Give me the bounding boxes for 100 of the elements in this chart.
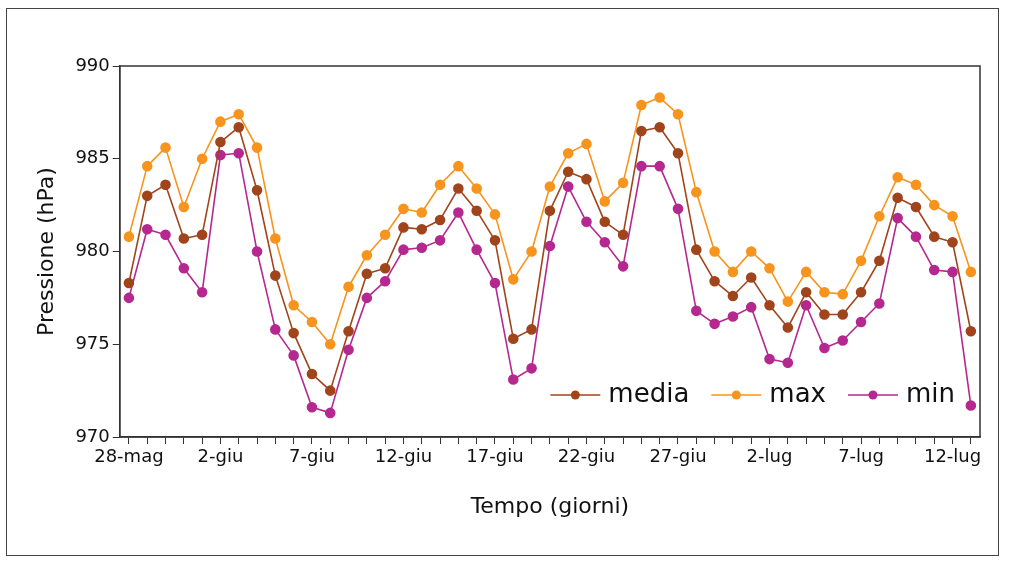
point: [764, 353, 775, 365]
point: [892, 192, 903, 204]
point: [251, 246, 263, 257]
y-tick-label: 985: [75, 146, 110, 168]
point: [324, 385, 336, 396]
x-tick-label: 17-giu: [466, 445, 524, 467]
point: [928, 264, 940, 276]
point: [471, 183, 482, 194]
point: [636, 125, 647, 137]
legend-label: min: [905, 377, 955, 408]
point: [361, 249, 373, 261]
point: [581, 216, 592, 228]
point: [141, 160, 153, 172]
point: [928, 231, 940, 242]
point: [709, 318, 720, 330]
point: [141, 190, 153, 202]
point: [288, 350, 299, 361]
point: [233, 147, 245, 159]
point: [965, 400, 977, 411]
point: [819, 287, 830, 298]
point: [379, 262, 391, 274]
point: [800, 287, 812, 298]
point: [398, 222, 409, 233]
point: [874, 210, 885, 222]
point: [361, 292, 373, 304]
point: [855, 255, 867, 267]
point: [178, 233, 190, 244]
point: [160, 179, 171, 191]
point: [233, 121, 245, 133]
point: [782, 322, 794, 333]
point: [874, 255, 885, 267]
point: [416, 242, 428, 254]
point: [636, 160, 647, 172]
point: [544, 240, 556, 252]
x-tick-label: 22-giu: [557, 445, 616, 467]
point: [123, 277, 135, 289]
point: [160, 229, 171, 241]
point: [764, 300, 775, 311]
point: [928, 199, 940, 211]
point: [416, 207, 428, 218]
point: [837, 335, 849, 346]
point: [489, 209, 501, 220]
point: [398, 244, 409, 255]
point: [562, 147, 574, 159]
point: [398, 203, 409, 215]
point: [745, 301, 757, 313]
point: [489, 235, 501, 246]
point: [123, 231, 135, 242]
point: [727, 266, 739, 278]
point: [196, 153, 208, 165]
point: [306, 316, 318, 328]
point: [581, 138, 592, 150]
point: [489, 277, 501, 289]
point: [672, 203, 684, 215]
point: [434, 179, 446, 191]
point: [599, 216, 611, 228]
point: [874, 298, 885, 309]
point: [306, 402, 318, 413]
point: [745, 272, 757, 283]
point: [691, 244, 702, 255]
point: [324, 338, 336, 350]
point: [343, 344, 354, 356]
point: [947, 210, 958, 222]
point: [855, 316, 867, 328]
point: [361, 268, 373, 280]
point: [965, 266, 977, 278]
y-tick-label: 980: [75, 239, 110, 261]
y-tick-label: 990: [75, 53, 110, 75]
point: [654, 92, 665, 103]
point: [617, 261, 629, 272]
x-tick-label: 7-lug: [838, 445, 884, 467]
point: [782, 296, 794, 307]
x-tick-label: 28-mag: [94, 445, 164, 467]
point: [544, 181, 556, 192]
point: [837, 309, 849, 320]
point: [800, 300, 812, 311]
point: [233, 108, 245, 120]
point: [434, 235, 446, 246]
point: [947, 236, 958, 248]
point: [270, 233, 281, 244]
point: [196, 229, 208, 241]
point: [453, 207, 464, 218]
point: [178, 262, 190, 274]
point: [709, 275, 720, 287]
point: [343, 325, 354, 337]
point: [965, 325, 977, 337]
point: [270, 270, 281, 281]
point: [800, 266, 812, 278]
point: [562, 166, 574, 178]
point: [141, 223, 153, 235]
point: [581, 173, 592, 185]
point: [251, 184, 263, 196]
point: [672, 108, 684, 120]
legend-label: media: [608, 377, 690, 408]
point: [288, 327, 299, 339]
point: [178, 201, 190, 213]
x-axis-title: Tempo (giorni): [469, 492, 630, 518]
point: [782, 357, 794, 369]
point: [617, 229, 629, 241]
point: [654, 160, 665, 172]
